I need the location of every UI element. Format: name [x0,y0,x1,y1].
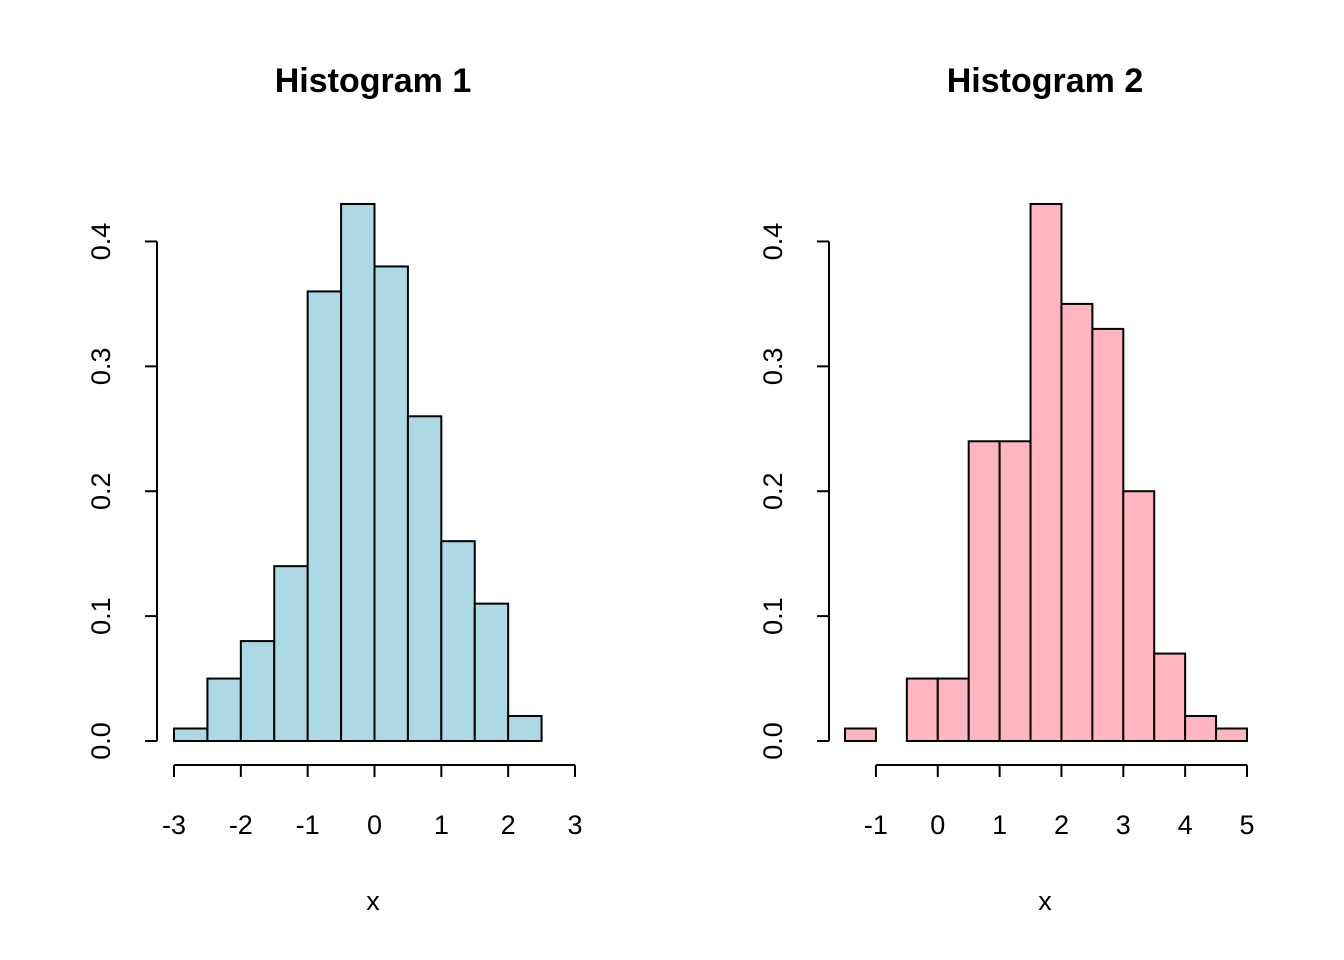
x-tick-label: 0 [930,810,945,840]
plot-area: -3 -2 -1 0 1 2 3 0.0 0.1 0.2 0.3 0.4 [86,203,583,840]
histogram-bar [340,203,376,742]
x-tick-label: -2 [229,810,253,840]
y-tick-label: 0.4 [758,223,788,261]
chart-title: Histogram 2 [947,62,1144,100]
x-tick-label: 2 [501,810,516,840]
x-axis-title: x [366,886,380,916]
histogram-bar [998,440,1032,742]
histogram-1-panel: Histogram 1 x -3 -2 -1 0 1 2 3 0.0 0.1 0.2 0.3 0.4 [86,62,583,916]
x-tick-label: 4 [1178,810,1193,840]
x-tick-label: -1 [296,810,320,840]
y-tick-label: 0.4 [86,223,116,261]
histogram-bar [239,640,276,742]
y-tick-label: 0.0 [758,722,788,760]
histogram-bar [1184,715,1218,742]
chart-title: Histogram 1 [275,62,472,100]
plot-area: -1 0 1 2 3 4 5 0.0 0.1 0.2 0.3 0.4 [758,203,1255,840]
histogram-bar [1029,203,1063,742]
x-tick-label: 3 [1116,810,1131,840]
histogram-bar [440,540,476,742]
histogram-bar [967,440,1001,742]
x-tick-label: 1 [434,810,449,840]
histogram-bar [905,677,939,743]
histogram-bar [844,727,877,743]
histogram-bar [1122,490,1156,742]
histogram-bar [206,677,242,743]
x-tick-label: 1 [992,810,1007,840]
histogram-bar [1060,302,1094,742]
histogram-bar [306,290,343,742]
y-tick-label: 0.2 [86,472,116,510]
y-tick-label: 0.3 [758,348,788,386]
y-tick-label: 0.1 [86,597,116,635]
histogram-bar [406,415,443,742]
x-tick-label: -3 [162,810,186,840]
y-tick-label: 0.3 [86,348,116,386]
x-tick-label: -1 [864,810,888,840]
x-tick-label: 0 [367,810,382,840]
x-tick-label: 5 [1239,810,1254,840]
y-tick-label: 0.0 [86,722,116,760]
histogram-bar [936,677,970,743]
x-tick-label: 3 [567,810,582,840]
histogram-bar [173,727,209,743]
histogram-bar [273,565,309,742]
y-tick-label: 0.1 [758,597,788,635]
histogram-2-panel: Histogram 2 x -1 0 1 2 3 4 5 0.0 0.1 0.2 0.3 0.4 [758,62,1255,916]
histogram-bar [1091,327,1125,742]
y-tick-label: 0.2 [758,472,788,510]
histogram-bar [473,602,510,743]
histogram-bar [373,265,409,742]
x-tick-label: 2 [1054,810,1069,840]
x-axis-title: x [1038,886,1052,916]
histogram-bar [1153,652,1187,743]
histogram-bar [507,715,543,742]
histogram-bar [1215,727,1248,743]
